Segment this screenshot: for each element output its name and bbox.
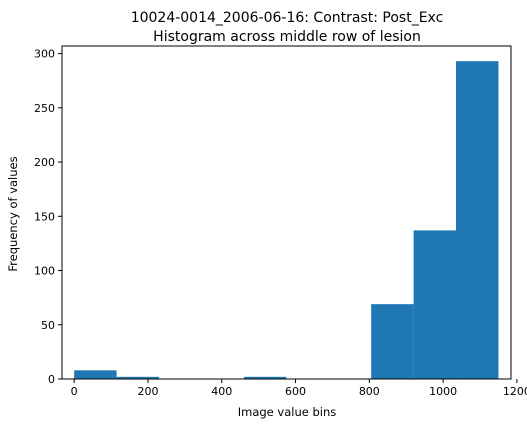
y-tick-label: 100	[34, 265, 55, 278]
y-tick-label: 300	[34, 48, 55, 61]
x-tick-label: 600	[285, 385, 306, 398]
x-tick-label: 800	[359, 385, 380, 398]
y-axis-label: Frequency of values	[6, 156, 20, 271]
histogram-bar-10	[456, 61, 499, 379]
y-tick-label: 50	[41, 319, 55, 332]
chart-title-line-2: Histogram across middle row of lesion	[153, 29, 421, 45]
y-tick-label: 250	[34, 102, 55, 115]
x-axis-label: Image value bins	[238, 405, 337, 419]
y-tick-label: 0	[48, 373, 55, 386]
y-axis-ticks: 0 50 100 150 200 250 300	[34, 48, 62, 386]
plot-frame	[61, 45, 512, 380]
x-tick-label: 1000	[429, 385, 457, 398]
bar-group	[74, 61, 499, 379]
y-tick-label: 150	[34, 210, 55, 223]
x-tick-label: 0	[71, 385, 78, 398]
x-tick-label: 200	[137, 385, 158, 398]
chart-title-line-1: 10024-0014_2006-06-16: Contrast: Post_Ex…	[131, 10, 444, 26]
y-tick-label: 200	[34, 156, 55, 169]
histogram-bar-5	[243, 376, 287, 379]
histogram-bar-8	[371, 304, 414, 379]
x-tick-label: 400	[211, 385, 232, 398]
histogram-bar-9	[413, 230, 457, 379]
histogram-bar-1	[74, 370, 117, 379]
histogram-bar-2	[116, 376, 160, 379]
